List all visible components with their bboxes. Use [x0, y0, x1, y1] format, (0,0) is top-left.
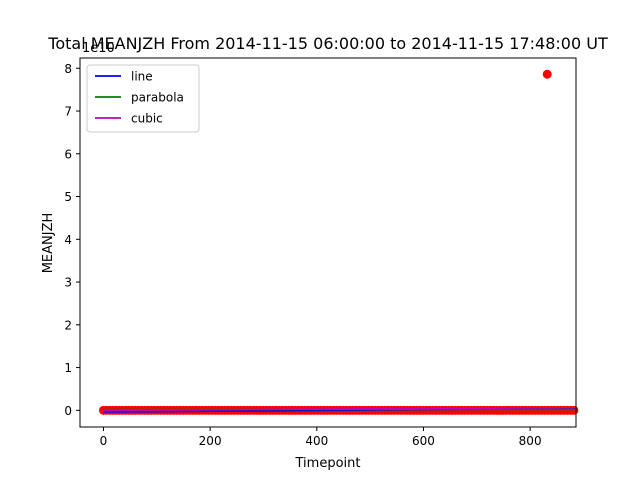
y-tick-label: 4 — [64, 233, 72, 247]
y-offset-label: 1e10 — [82, 41, 115, 56]
x-tick-label: 400 — [305, 434, 328, 448]
x-axis: 0 200 400 600 800 — [100, 427, 542, 448]
y-tick-label: 5 — [64, 190, 72, 204]
series-line-cubic — [103, 407, 577, 412]
plot-area — [98, 69, 579, 415]
legend-label-parabola: parabola — [131, 91, 184, 105]
legend-label-line: line — [131, 70, 153, 84]
y-axis: 0 1 2 3 4 5 6 7 8 — [64, 62, 80, 418]
x-axis-label: Timepoint — [295, 456, 361, 471]
x-tick-label: 200 — [199, 434, 222, 448]
x-tick-label: 800 — [519, 434, 542, 448]
x-tick-label: 0 — [100, 434, 108, 448]
y-tick-label: 8 — [64, 62, 72, 76]
y-tick-label: 6 — [64, 147, 72, 161]
x-tick-label: 600 — [412, 434, 435, 448]
y-tick-label: 2 — [64, 318, 72, 332]
legend: line parabola cubic — [86, 64, 200, 133]
y-tick-label: 0 — [64, 404, 72, 418]
chart-title: Total MEANJZH From 2014-11-15 06:00:00 t… — [47, 34, 608, 53]
legend-label-cubic: cubic — [131, 112, 163, 126]
plot-frame — [79, 57, 577, 428]
legend-box — [86, 64, 200, 133]
data-point-outlier — [542, 69, 552, 79]
y-tick-label: 7 — [64, 105, 72, 119]
y-tick-label: 3 — [64, 276, 72, 290]
y-axis-label: MEANJZH — [41, 213, 56, 274]
y-tick-label: 1 — [64, 361, 72, 375]
